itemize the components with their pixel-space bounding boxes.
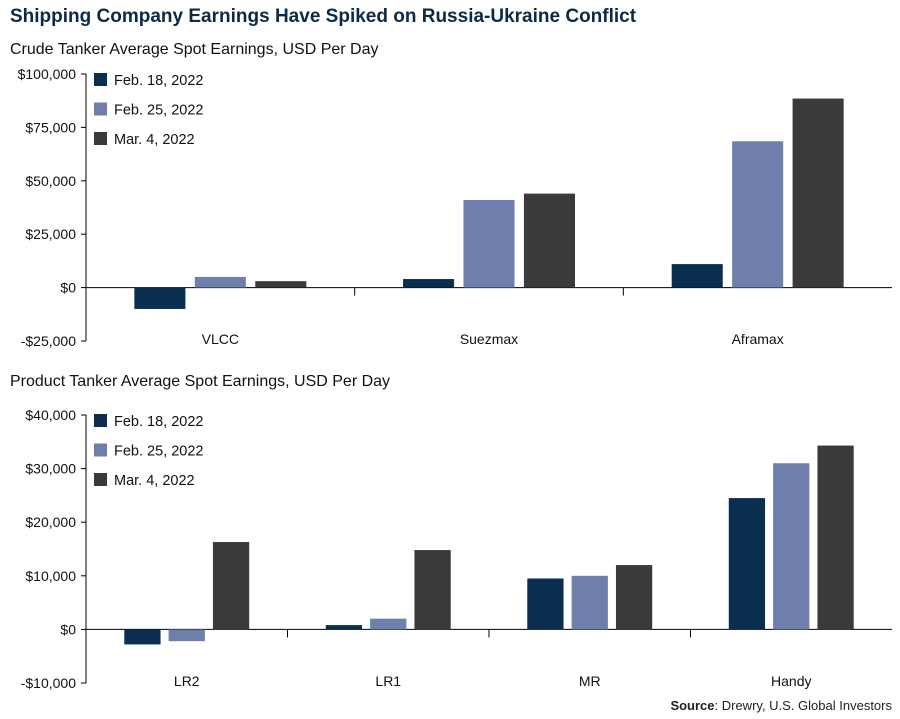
- category-label: Aframax: [732, 331, 784, 347]
- y-tick-label: $0: [60, 280, 76, 296]
- product-tanker-chart: Product Tanker Average Spot Earnings, US…: [10, 373, 892, 691]
- y-tick-label: $0: [60, 621, 76, 637]
- y-tick-label: $25,000: [25, 226, 76, 242]
- chart-title: Crude Tanker Average Spot Earnings, USD …: [10, 41, 379, 58]
- category-label: LR1: [375, 673, 401, 689]
- bar: [194, 276, 246, 288]
- bar: [212, 542, 250, 630]
- category-label: MR: [579, 673, 601, 689]
- bar: [414, 550, 451, 630]
- category-label: VLCC: [202, 331, 239, 347]
- y-tick-label: $50,000: [25, 173, 76, 189]
- category-label: LR2: [174, 673, 200, 689]
- chart-title: Product Tanker Average Spot Earnings, US…: [10, 373, 390, 390]
- y-tick-label: $75,000: [25, 119, 76, 135]
- source-note: Source: Drewry, U.S. Global Investors: [670, 698, 892, 713]
- legend-label: Feb. 18, 2022: [114, 414, 204, 430]
- y-tick-label: $100,000: [18, 66, 77, 82]
- bar: [527, 578, 564, 630]
- main-title: Shipping Company Earnings Have Spiked on…: [10, 6, 637, 27]
- bar: [134, 287, 186, 309]
- bar: [728, 498, 766, 630]
- legend-swatch: [94, 102, 107, 116]
- legend-label: Feb. 25, 2022: [114, 444, 204, 460]
- crude-tanker-chart: Crude Tanker Average Spot Earnings, USD …: [10, 41, 892, 349]
- y-tick-label: $10,000: [25, 568, 76, 584]
- bar: [168, 629, 205, 642]
- bar: [255, 281, 307, 288]
- bar: [671, 264, 723, 288]
- legend-swatch: [94, 443, 107, 457]
- legend-label: Feb. 18, 2022: [114, 73, 204, 89]
- bar: [773, 463, 810, 630]
- bar: [463, 200, 515, 288]
- legend-label: Mar. 4, 2022: [114, 473, 195, 489]
- bar: [403, 279, 455, 288]
- bar: [124, 629, 161, 645]
- y-tick-label: $30,000: [25, 461, 76, 477]
- bar: [792, 98, 844, 288]
- bar: [523, 193, 575, 288]
- legend-swatch: [94, 73, 107, 86]
- y-tick-label: -$10,000: [21, 675, 76, 691]
- bar: [732, 141, 784, 288]
- bar: [370, 618, 407, 630]
- bar: [325, 625, 363, 630]
- y-tick-label: $40,000: [25, 407, 76, 423]
- legend-label: Mar. 4, 2022: [114, 132, 195, 148]
- y-tick-label: $20,000: [25, 514, 76, 530]
- source-label: Source: [670, 698, 715, 713]
- source-text: : Drewry, U.S. Global Investors: [714, 698, 892, 713]
- category-label: Handy: [771, 673, 811, 689]
- y-tick-label: -$25,000: [21, 333, 76, 349]
- bar: [817, 445, 854, 630]
- bar: [615, 565, 653, 630]
- legend-label: Feb. 25, 2022: [114, 103, 204, 119]
- category-label: Suezmax: [460, 331, 518, 347]
- legend-swatch: [94, 473, 107, 486]
- bar: [571, 575, 608, 630]
- legend-swatch: [94, 132, 107, 145]
- legend-swatch: [94, 414, 107, 427]
